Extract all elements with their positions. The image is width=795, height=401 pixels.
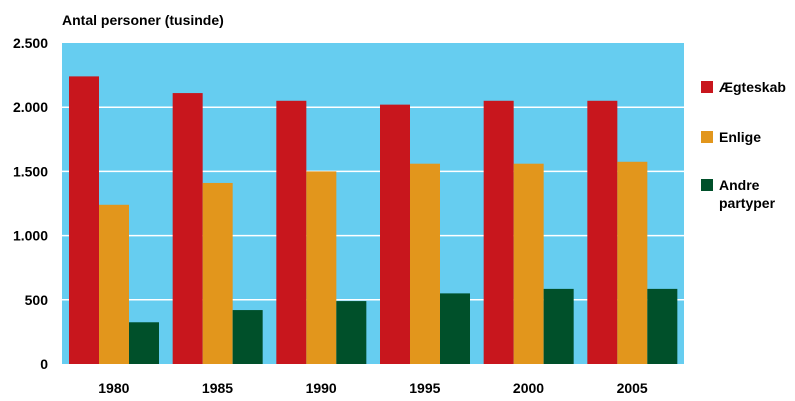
bar-2005-andre-partyper bbox=[647, 288, 678, 364]
bar-1980-andre-partyper bbox=[129, 322, 159, 364]
bar-2005-ægteskab bbox=[587, 100, 618, 364]
bar-1980-enlige bbox=[99, 204, 129, 364]
bar-1990-andre-partyper bbox=[336, 301, 367, 364]
legend-swatch-andre-partyper bbox=[701, 179, 713, 191]
bar-1995-ægteskab bbox=[380, 104, 410, 364]
legend-item-andre-partyper: Andre partyper bbox=[701, 176, 793, 212]
y-tick-label: 500 bbox=[25, 292, 49, 308]
gridlines bbox=[62, 106, 684, 301]
legend-swatch-aegteskab bbox=[701, 81, 713, 93]
bar-1995-enlige bbox=[410, 163, 440, 364]
legend-item-enlige: Enlige bbox=[701, 128, 793, 146]
y-tick-label: 1.000 bbox=[13, 228, 48, 244]
x-tick-label: 1985 bbox=[202, 380, 233, 396]
x-tick-label: 1995 bbox=[409, 380, 440, 396]
legend-label-aegteskab: Ægteskab bbox=[719, 79, 786, 95]
legend-label-andre-partyper: Andre partyper bbox=[719, 177, 776, 211]
legend-label-enlige: Enlige bbox=[719, 129, 762, 145]
bar-1985-ægteskab bbox=[172, 93, 203, 365]
plot-background bbox=[62, 43, 684, 364]
bar-1985-andre-partyper bbox=[232, 310, 263, 364]
y-axis-ticks: 0 500 1.000 1.500 2.000 2.500 bbox=[13, 35, 48, 372]
x-tick-label: 2005 bbox=[617, 380, 648, 396]
legend-swatch-enlige bbox=[701, 131, 713, 143]
x-tick-label: 1990 bbox=[306, 380, 337, 396]
y-tick-label: 1.500 bbox=[13, 163, 48, 179]
x-tick-label: 2000 bbox=[513, 380, 544, 396]
x-axis-ticks: 1980 1985 1990 1995 2000 2005 bbox=[98, 380, 648, 396]
y-tick-label: 2.000 bbox=[13, 99, 48, 115]
x-tick-label: 1980 bbox=[98, 380, 129, 396]
bar-2000-andre-partyper bbox=[543, 288, 574, 364]
bar-1980-ægteskab bbox=[69, 76, 99, 364]
bar-1990-enlige bbox=[306, 171, 337, 364]
bar-2000-ægteskab bbox=[483, 100, 514, 364]
legend-item-aegteskab: Ægteskab bbox=[701, 78, 793, 96]
bar-2005-enlige bbox=[617, 161, 648, 364]
bars bbox=[69, 76, 678, 365]
bar-1990-ægteskab bbox=[276, 100, 307, 364]
y-tick-label: 2.500 bbox=[13, 35, 48, 51]
bar-1995-andre-partyper bbox=[440, 293, 470, 364]
bar-1985-enlige bbox=[202, 182, 233, 364]
y-axis-label: Antal personer (tusinde) bbox=[62, 12, 224, 28]
y-tick-label: 0 bbox=[40, 356, 48, 372]
bar-2000-enlige bbox=[513, 163, 544, 364]
